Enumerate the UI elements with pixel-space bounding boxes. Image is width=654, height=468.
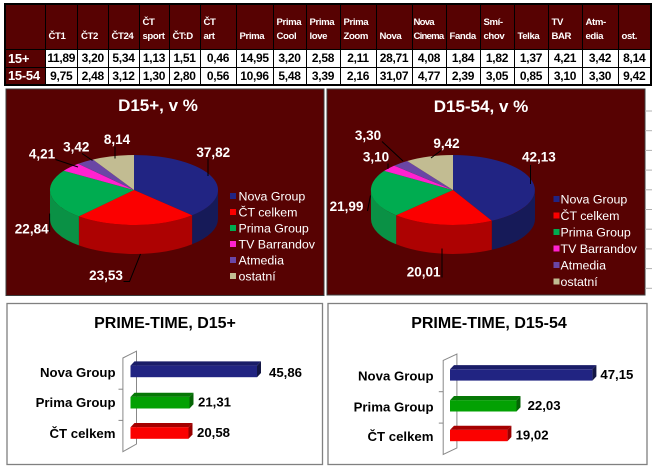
svg-text:PRIME-TIME, D15-54: PRIME-TIME, D15-54 xyxy=(411,315,567,332)
svg-text:TV Barrandov: TV Barrandov xyxy=(239,238,316,252)
svg-text:ostatní: ostatní xyxy=(561,275,599,289)
svg-text:Prima Group: Prima Group xyxy=(561,226,631,240)
svg-text:9,42: 9,42 xyxy=(433,136,459,151)
svg-text:3,42: 3,42 xyxy=(63,140,89,155)
svg-text:Atmedia: Atmedia xyxy=(239,254,285,268)
svg-text:22,03: 22,03 xyxy=(528,398,561,413)
svg-text:3,10: 3,10 xyxy=(363,150,389,165)
svg-text:D15+, v %: D15+, v % xyxy=(118,96,198,115)
svg-text:20,58: 20,58 xyxy=(197,425,230,440)
svg-text:ČT celkem: ČT celkem xyxy=(561,208,620,223)
svg-text:TV Barrandov: TV Barrandov xyxy=(561,242,638,256)
svg-text:4,21: 4,21 xyxy=(29,147,56,162)
svg-text:42,13: 42,13 xyxy=(522,150,556,165)
svg-text:Nova Group: Nova Group xyxy=(40,365,115,380)
svg-text:ostatní: ostatní xyxy=(239,270,277,284)
svg-text:20,01: 20,01 xyxy=(407,265,441,280)
svg-text:21,99: 21,99 xyxy=(330,199,364,214)
svg-text:37,82: 37,82 xyxy=(196,145,230,160)
svg-text:Prima Group: Prima Group xyxy=(354,399,434,414)
svg-text:19,02: 19,02 xyxy=(516,428,549,443)
svg-text:D15-54, v %: D15-54, v % xyxy=(434,97,529,116)
svg-text:45,86: 45,86 xyxy=(269,365,302,380)
svg-text:PRIME-TIME, D15+: PRIME-TIME, D15+ xyxy=(94,315,236,332)
svg-text:47,15: 47,15 xyxy=(600,367,633,382)
svg-text:ČT celkem: ČT celkem xyxy=(50,426,116,441)
svg-text:Nova Group: Nova Group xyxy=(239,190,306,204)
svg-text:Prima Group: Prima Group xyxy=(239,222,309,236)
svg-text:ČT celkem: ČT celkem xyxy=(239,205,298,220)
svg-text:3,30: 3,30 xyxy=(355,128,381,143)
svg-text:Atmedia: Atmedia xyxy=(561,259,607,273)
svg-text:22,84: 22,84 xyxy=(15,222,49,237)
svg-text:Nova Group: Nova Group xyxy=(358,368,433,383)
svg-text:21,31: 21,31 xyxy=(198,394,231,409)
svg-text:Nova Group: Nova Group xyxy=(561,193,628,207)
svg-text:Prima Group: Prima Group xyxy=(36,395,116,410)
svg-text:8,14: 8,14 xyxy=(104,132,131,147)
svg-text:23,53: 23,53 xyxy=(89,268,123,283)
svg-text:ČT celkem: ČT celkem xyxy=(368,429,434,444)
